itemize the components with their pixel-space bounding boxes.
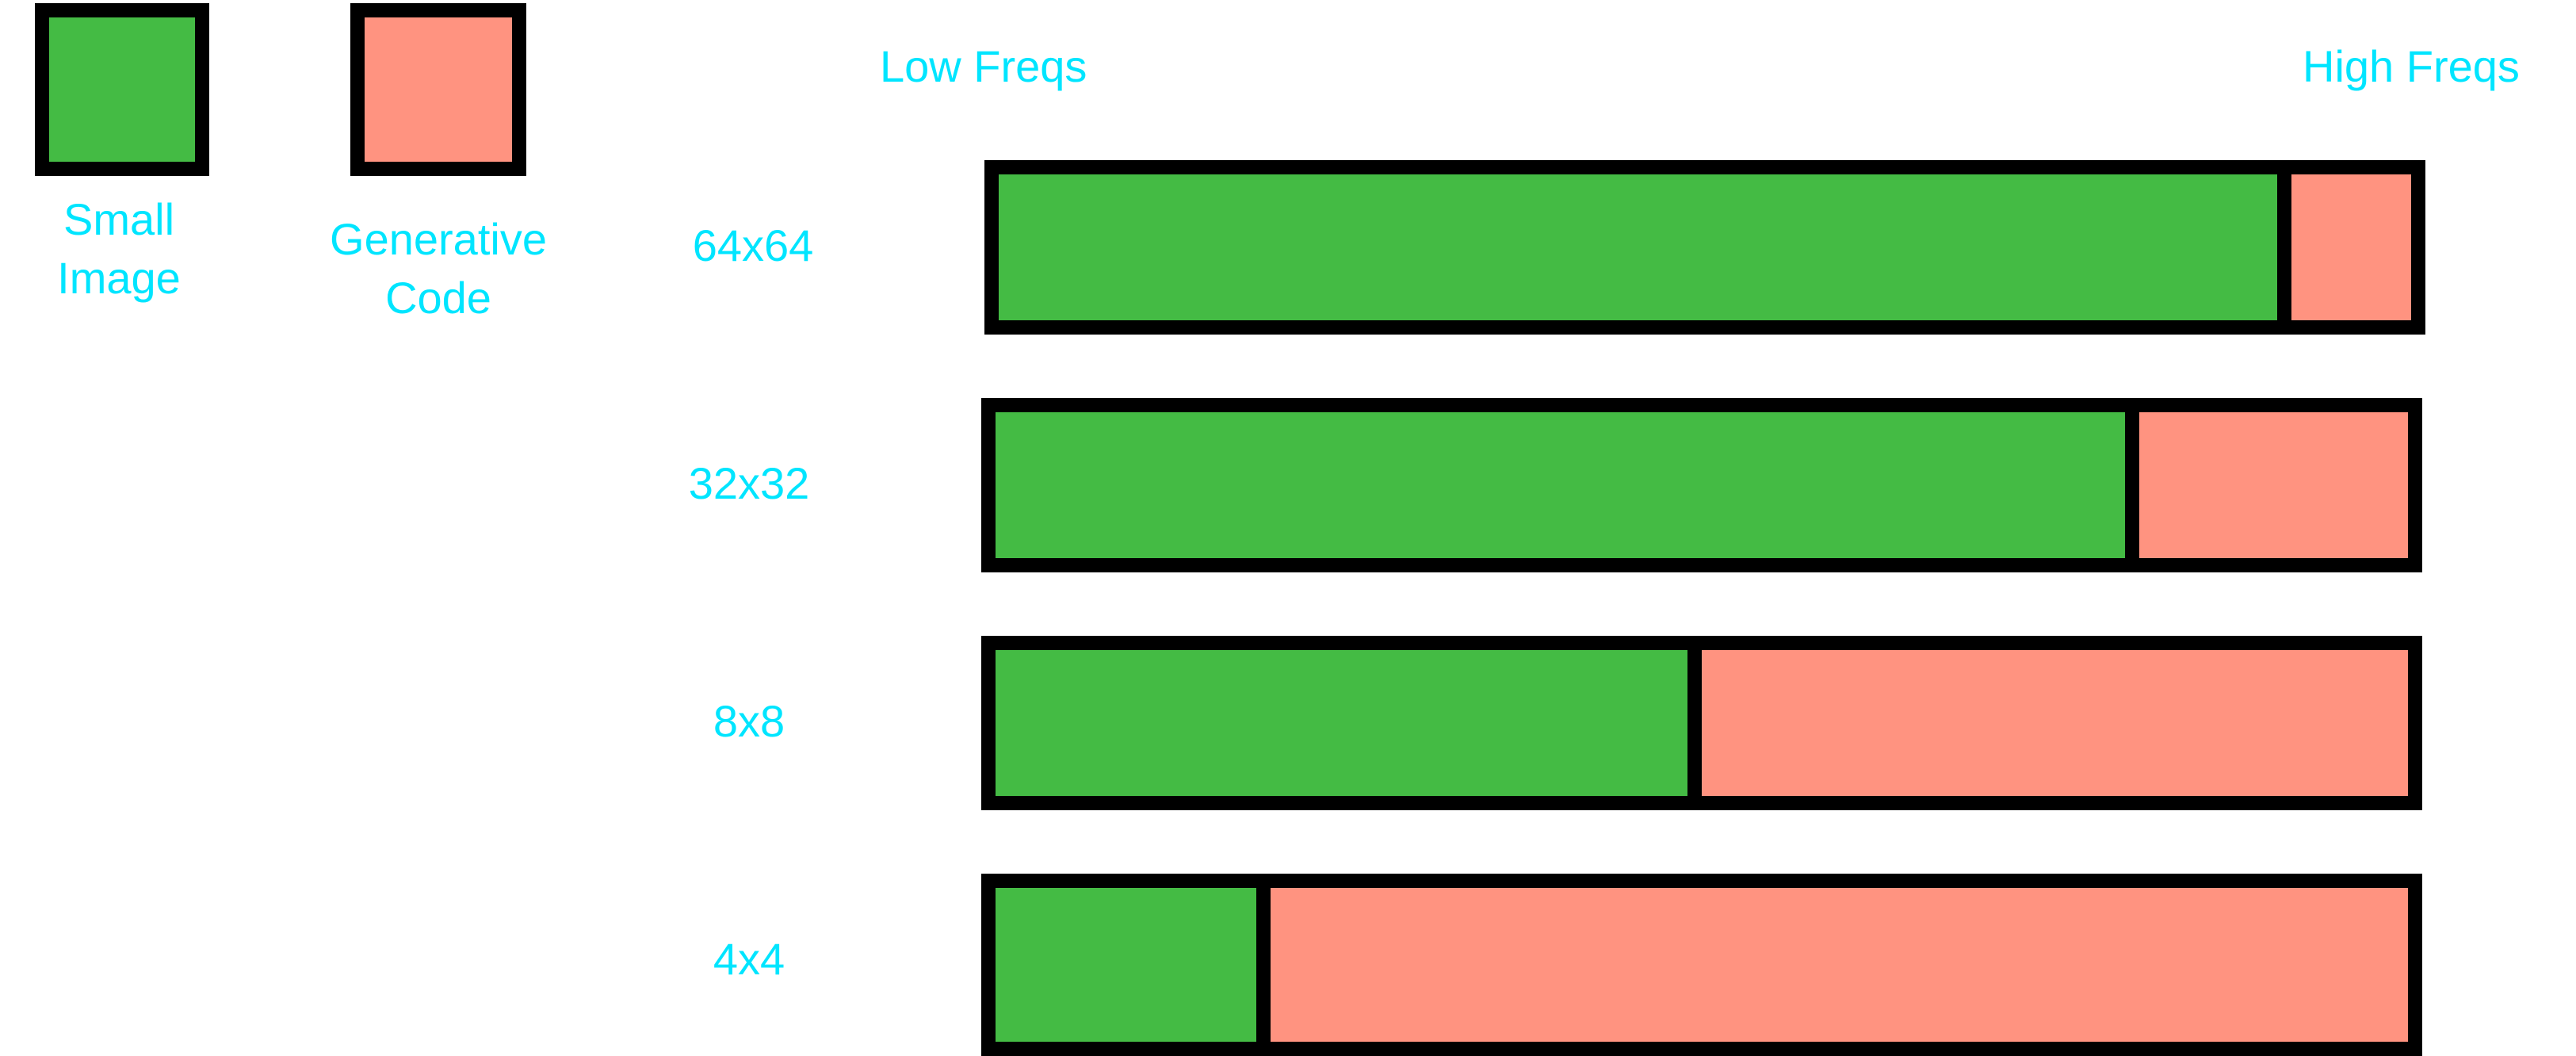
small-image-segment: [996, 412, 2140, 558]
legend-swatch-small-image: [35, 3, 209, 176]
high-freqs-label: High Freqs: [2303, 41, 2520, 91]
row-label: 64x64: [692, 220, 814, 270]
frequency-bar: [981, 636, 2422, 810]
legend-swatch-generative-code: [350, 3, 526, 176]
small-image-segment: [999, 174, 2291, 320]
legend-label-generative-code: Generative Code: [300, 210, 577, 327]
legend-label-small-image-line2: Image: [57, 253, 181, 303]
row-label: 4x4: [713, 934, 785, 984]
row-label: 32x32: [688, 458, 810, 508]
legend-label-generative-code-line2: Code: [385, 273, 491, 323]
generative-code-segment: [1271, 888, 2408, 1042]
frequency-bar: [981, 398, 2422, 572]
legend-label-generative-code-line1: Generative: [330, 214, 547, 264]
low-freqs-label: Low Freqs: [880, 41, 1087, 91]
legend-label-small-image-line1: Small: [63, 194, 175, 244]
generative-code-segment: [1702, 650, 2408, 796]
frequency-bar: [984, 160, 2425, 335]
generative-code-segment: [2291, 174, 2411, 320]
frequency-bar: [981, 874, 2422, 1056]
legend-label-small-image: Small Image: [0, 190, 238, 308]
small-image-segment: [996, 650, 1702, 796]
small-image-segment: [996, 888, 1271, 1042]
generative-code-segment: [2139, 412, 2408, 558]
row-label: 8x8: [713, 696, 785, 746]
